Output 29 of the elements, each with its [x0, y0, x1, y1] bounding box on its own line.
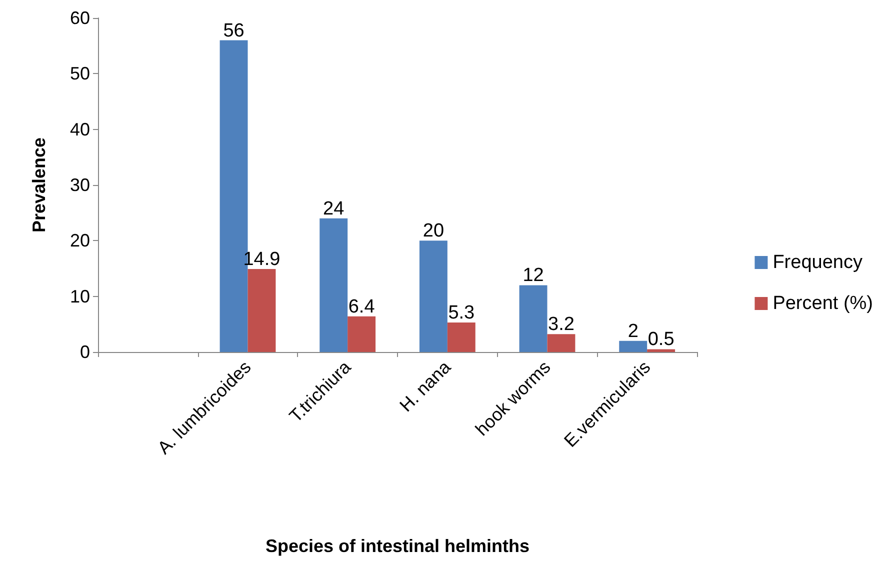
x-axis-title: Species of intestinal helminths: [265, 536, 530, 556]
y-tick-label: 10: [70, 286, 90, 306]
data-label: 0.5: [648, 329, 674, 350]
y-tick-label: 60: [70, 8, 90, 28]
bar: [447, 322, 476, 352]
bar: [419, 240, 448, 352]
y-tick-label: 50: [70, 64, 90, 84]
y-axis-title: Prevalence: [29, 137, 49, 233]
bar: [519, 285, 548, 352]
data-label: 20: [422, 220, 444, 242]
bar: [320, 218, 348, 352]
y-tick-label: 20: [70, 230, 90, 251]
data-label: 24: [323, 198, 345, 220]
data-label: 12: [522, 265, 544, 286]
data-label: 3.2: [548, 314, 574, 336]
legend-label: Frequency: [772, 252, 863, 273]
data-label: 56: [223, 20, 244, 42]
y-tick-label: 30: [70, 175, 90, 195]
data-label: 6.4: [348, 296, 376, 318]
legend-label: Percent (%): [772, 293, 874, 314]
y-tick-label: 40: [70, 119, 90, 140]
data-label: 2: [628, 320, 638, 342]
bar: [348, 316, 376, 352]
bar: [248, 269, 276, 352]
bar: [619, 340, 648, 352]
bar: [647, 349, 676, 352]
data-label: 5.3: [448, 302, 475, 324]
bar: [547, 334, 576, 352]
y-tick-label: 0: [80, 342, 90, 362]
